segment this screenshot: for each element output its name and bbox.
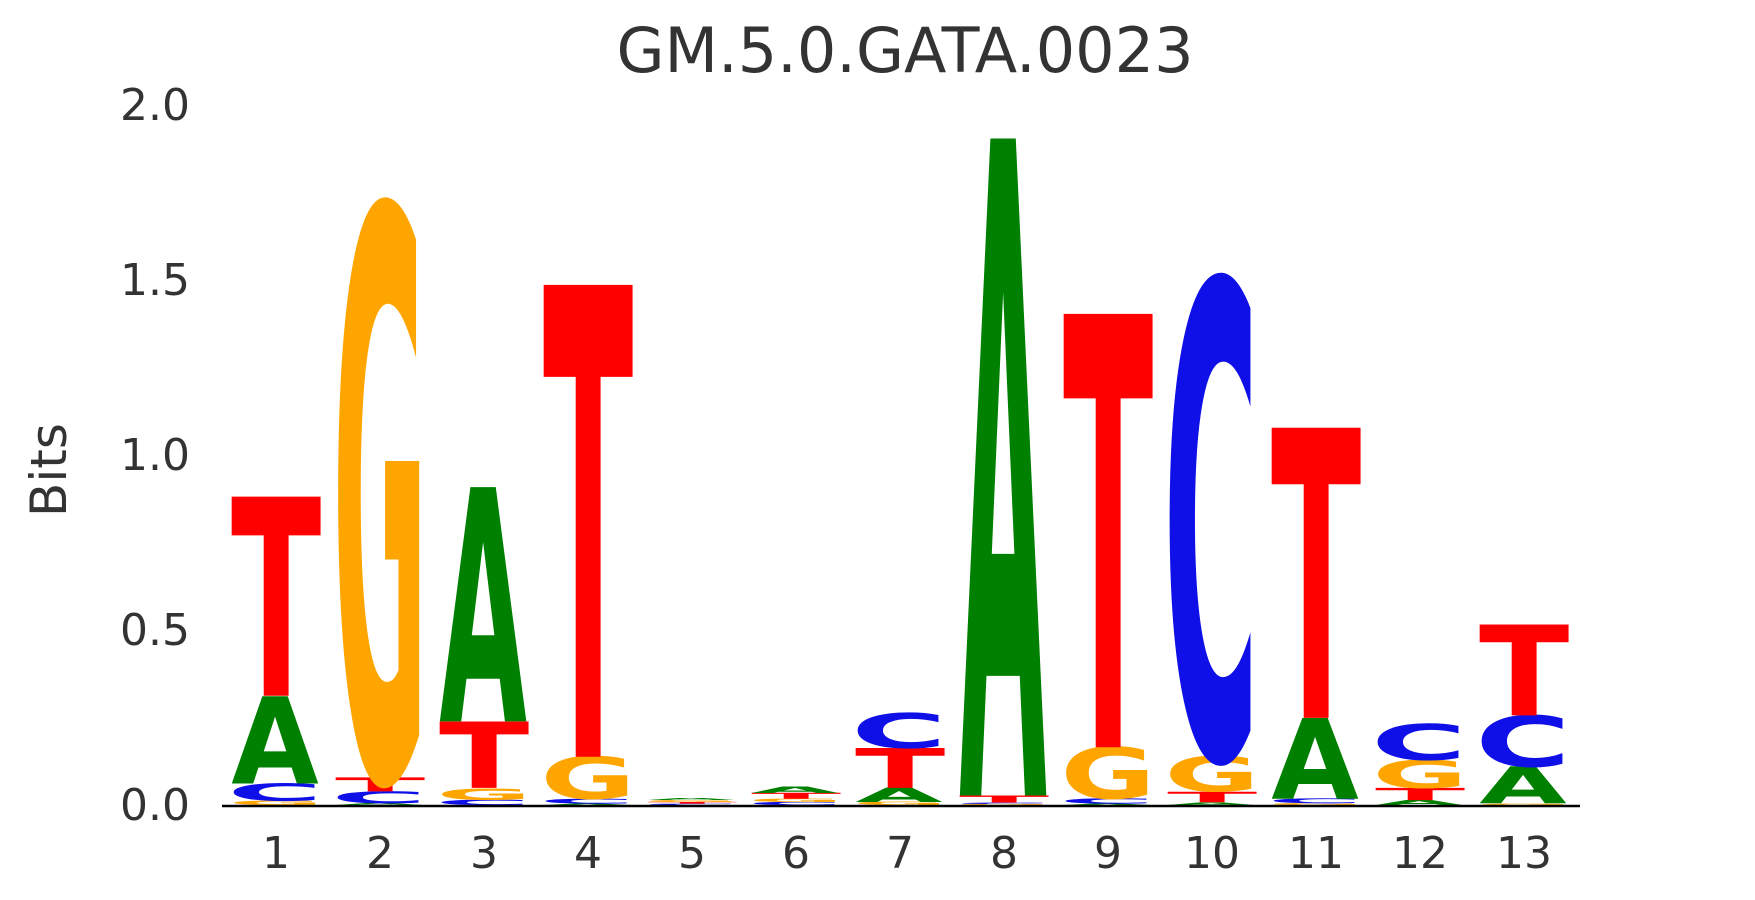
y-axis-label: Bits <box>20 423 78 517</box>
logo-letter-T: T <box>1271 349 1362 812</box>
x-tick-label: 12 <box>1392 828 1448 879</box>
logo-letter-G: G <box>1372 753 1467 797</box>
logo-letter-A: A <box>1063 803 1151 805</box>
logo-letter-T: T <box>231 442 321 760</box>
logo-letter-G: G <box>1476 803 1571 805</box>
y-tick-label: 1.0 <box>120 430 190 481</box>
logo-letter-T: T <box>1375 785 1465 805</box>
x-tick-label: 4 <box>574 828 602 879</box>
x-tick-label: 9 <box>1094 828 1122 879</box>
x-tick-label: 11 <box>1288 828 1344 879</box>
logo-letter-A: A <box>855 784 943 806</box>
logo-letter-C: C <box>539 797 635 805</box>
logo-letter-T: T <box>543 157 634 900</box>
x-tick-label: 8 <box>990 828 1018 879</box>
x-tick-label: 13 <box>1496 828 1552 879</box>
logo-letter-G: G <box>228 800 323 807</box>
logo-letter-A: A <box>335 803 423 806</box>
logo-letter-C: C <box>643 803 739 805</box>
logo-letter-C: C <box>435 798 531 806</box>
logo-letter-C: C <box>331 788 427 807</box>
x-tick-label: 10 <box>1184 828 1240 879</box>
logo-letter-A: A <box>647 797 735 800</box>
logo-letter-C: C <box>955 802 1051 804</box>
x-tick-label: 2 <box>366 828 394 879</box>
logo-letter-T: T <box>335 774 425 796</box>
logo-letter-T: T <box>1063 195 1154 888</box>
logo-letter-T: T <box>439 704 529 810</box>
logo-letter-G: G <box>852 801 947 806</box>
logo-letter-C: C <box>227 779 323 807</box>
x-tick-label: 1 <box>262 828 290 879</box>
logo-letter-T: T <box>959 794 1049 805</box>
logo-letter-G: G <box>1164 747 1259 803</box>
logo-letter-C: C <box>851 704 947 760</box>
logo-letter-A: A <box>1167 801 1255 805</box>
logo-letter-G: G <box>332 51 427 900</box>
logo-letter-A: A <box>439 423 527 798</box>
x-tick-label: 6 <box>782 828 810 879</box>
logo-letter-G: G <box>540 745 635 812</box>
logo-letter-A: A <box>751 785 839 795</box>
logo-letter-C: C <box>1475 702 1571 784</box>
logo-letter-A: A <box>1271 697 1359 825</box>
logo-letter-A: A <box>959 0 1047 900</box>
logo-letter-G: G <box>748 798 843 803</box>
y-tick-label: 2.0 <box>120 80 190 131</box>
y-tick-label: 0.5 <box>120 605 190 656</box>
logo-letter-G: G <box>956 804 1051 806</box>
logo-letter-C: C <box>1267 797 1363 805</box>
x-tick-labels: 1 2 3 4 5 6 7 8 9 10 11 12 13 <box>262 828 1552 879</box>
logo-letter-G: G <box>436 785 531 804</box>
logo-letter-T: T <box>855 737 945 801</box>
logo-letter-C: C <box>1059 797 1155 805</box>
logo-letter-T: T <box>1479 601 1569 745</box>
logo-letter-A: A <box>1375 799 1463 807</box>
logo-letter-T: T <box>751 791 841 800</box>
logo-letter-C: C <box>1163 152 1259 900</box>
logo-letter-T: T <box>647 801 737 804</box>
logo-letter-G: G <box>1060 733 1155 815</box>
y-tick-labels: 0.0 0.5 1.0 1.5 2.0 <box>120 80 190 831</box>
x-tick-label: 5 <box>678 828 706 879</box>
logo-letter-A: A <box>231 673 319 812</box>
y-tick-label: 0.0 <box>120 780 190 831</box>
logo-letter-G: G <box>644 800 739 803</box>
y-tick-label: 1.5 <box>120 255 190 306</box>
logo-letter-A: A <box>543 803 631 805</box>
x-tick-label: 7 <box>886 828 914 879</box>
logo-letter-T: T <box>1167 789 1257 806</box>
logo-letter-C: C <box>1371 715 1467 772</box>
x-tick-label: 3 <box>470 828 498 879</box>
logo-letter-G: G <box>1268 803 1363 806</box>
chart-title: GM.5.0.GATA.0023 <box>616 14 1193 87</box>
logo-letter-C: C <box>747 801 843 806</box>
